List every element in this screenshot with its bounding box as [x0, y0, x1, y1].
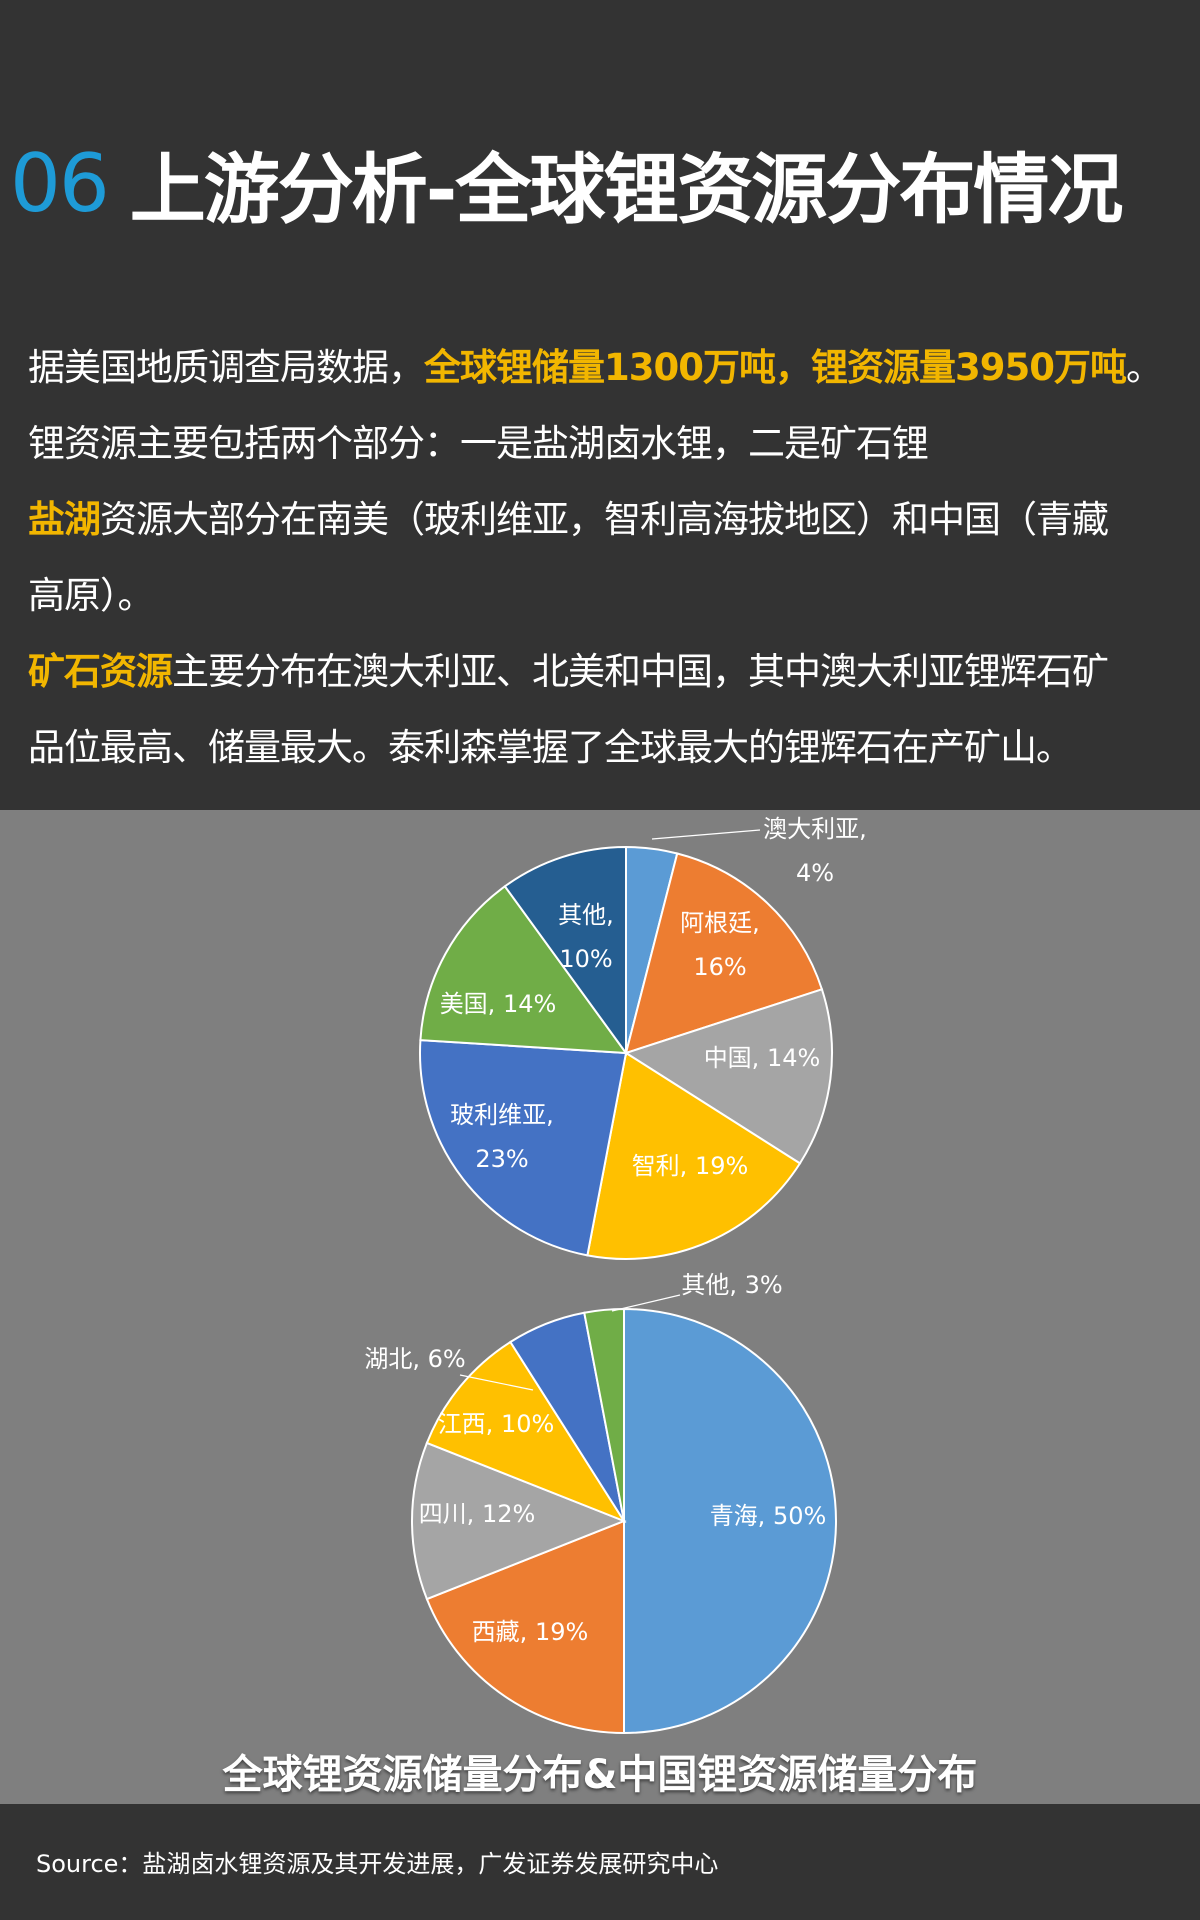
description-text: 据美国地质调查局数据，全球锂储量1300万吨，锂资源量3950万吨。 锂资源主要…	[28, 330, 1188, 786]
pie-slice-1-2	[624, 852, 824, 1055]
paragraph-4-cont: 品位最高、储量最大。泰利森掌握了全球最大的锂辉石在产矿山。	[28, 726, 1073, 769]
pie-slice-2-3	[411, 1441, 627, 1601]
slice-label: 四川, 12%	[419, 1500, 536, 1528]
slice-label: 澳大利亚, 4%	[763, 815, 867, 887]
pie-slice-1-7	[503, 845, 627, 1057]
source-text: Source：盐湖卤水锂资源及其开发进展，广发证券发展研究中心	[36, 1850, 719, 1878]
slice-label: 江西, 10%	[438, 1410, 555, 1438]
pie-slice-1-6	[419, 884, 629, 1055]
title-text: 上游分析-全球锂资源分布情况	[129, 145, 1124, 234]
slice-label: 阿根廷, 16%	[680, 909, 760, 981]
paragraph-3: 盐湖资源大部分在南美（玻利维亚，智利高海拔地区）和中国（青藏	[28, 498, 1109, 541]
paragraph-1: 据美国地质调查局数据，全球锂储量1300万吨，锂资源量3950万吨。	[28, 346, 1163, 389]
china-pie-chart: 青海, 50% 西藏, 19% 四川, 12% 江西, 10% 湖北, 6% 其他, 3%	[364, 1271, 837, 1735]
chart-title: 全球锂资源储量分布&中国锂资源储量分布	[222, 1752, 978, 1798]
slice-label: 西藏, 19%	[472, 1618, 589, 1646]
leader-line	[611, 1294, 681, 1312]
slice-label: 湖北, 6%	[364, 1345, 465, 1373]
global-pie-chart: 澳大利亚, 4%阿根廷, 16% 中国, 14% 智利, 19% 玻利维亚, 23% 美国, …	[419, 815, 867, 1260]
header-panel: 06 上游分析-全球锂资源分布情况 据美国地质调查局数据，全球锂储量1300万吨…	[0, 0, 1200, 810]
leader-line	[459, 1374, 534, 1391]
slice-label: 其他, 10%	[558, 901, 614, 973]
pie-slice-1-4	[586, 1051, 802, 1260]
section-number: 06	[10, 136, 110, 230]
pie-slice-2-1	[623, 1307, 837, 1735]
pie-slice-2-4	[425, 1340, 627, 1524]
slice-label: 智利, 19%	[632, 1152, 749, 1180]
slice-label: 美国, 14%	[440, 990, 557, 1018]
pie-slice-1-5	[419, 1039, 628, 1257]
pie-slice-1-3	[623, 988, 833, 1165]
chart-panel: 澳大利亚, 4% 阿根廷, 16% 中国, 14% 智利, 19% 玻利维亚, 23% 美国, …	[0, 810, 1200, 1804]
slice-label: 中国, 14%	[704, 1044, 821, 1072]
pie-slice-2-6	[583, 1307, 625, 1522]
page-title: 06 上游分析-全球锂资源分布情况	[10, 128, 1124, 238]
pie-slice-2-2	[425, 1519, 625, 1735]
paragraph-3-cont: 高原）。	[28, 574, 155, 617]
slice-label: 其他, 3%	[681, 1271, 782, 1299]
paragraph-4: 矿石资源主要分布在澳大利亚、北美和中国，其中澳大利亚锂辉石矿	[28, 650, 1109, 693]
footer: Source：盐湖卤水锂资源及其开发进展，广发证券发展研究中心	[0, 1804, 1200, 1920]
paragraph-2: 锂资源主要包括两个部分：一是盐湖卤水锂，二是矿石锂	[28, 422, 929, 465]
leader-line	[651, 829, 761, 840]
pie-charts: 澳大利亚, 4%阿根廷, 16% 中国, 14% 智利, 19% 玻利维亚, 23% 美国, …	[364, 815, 867, 1735]
slice-label: 青海, 50%	[710, 1502, 827, 1530]
slice-label: 玻利维亚, 23%	[450, 1101, 554, 1173]
